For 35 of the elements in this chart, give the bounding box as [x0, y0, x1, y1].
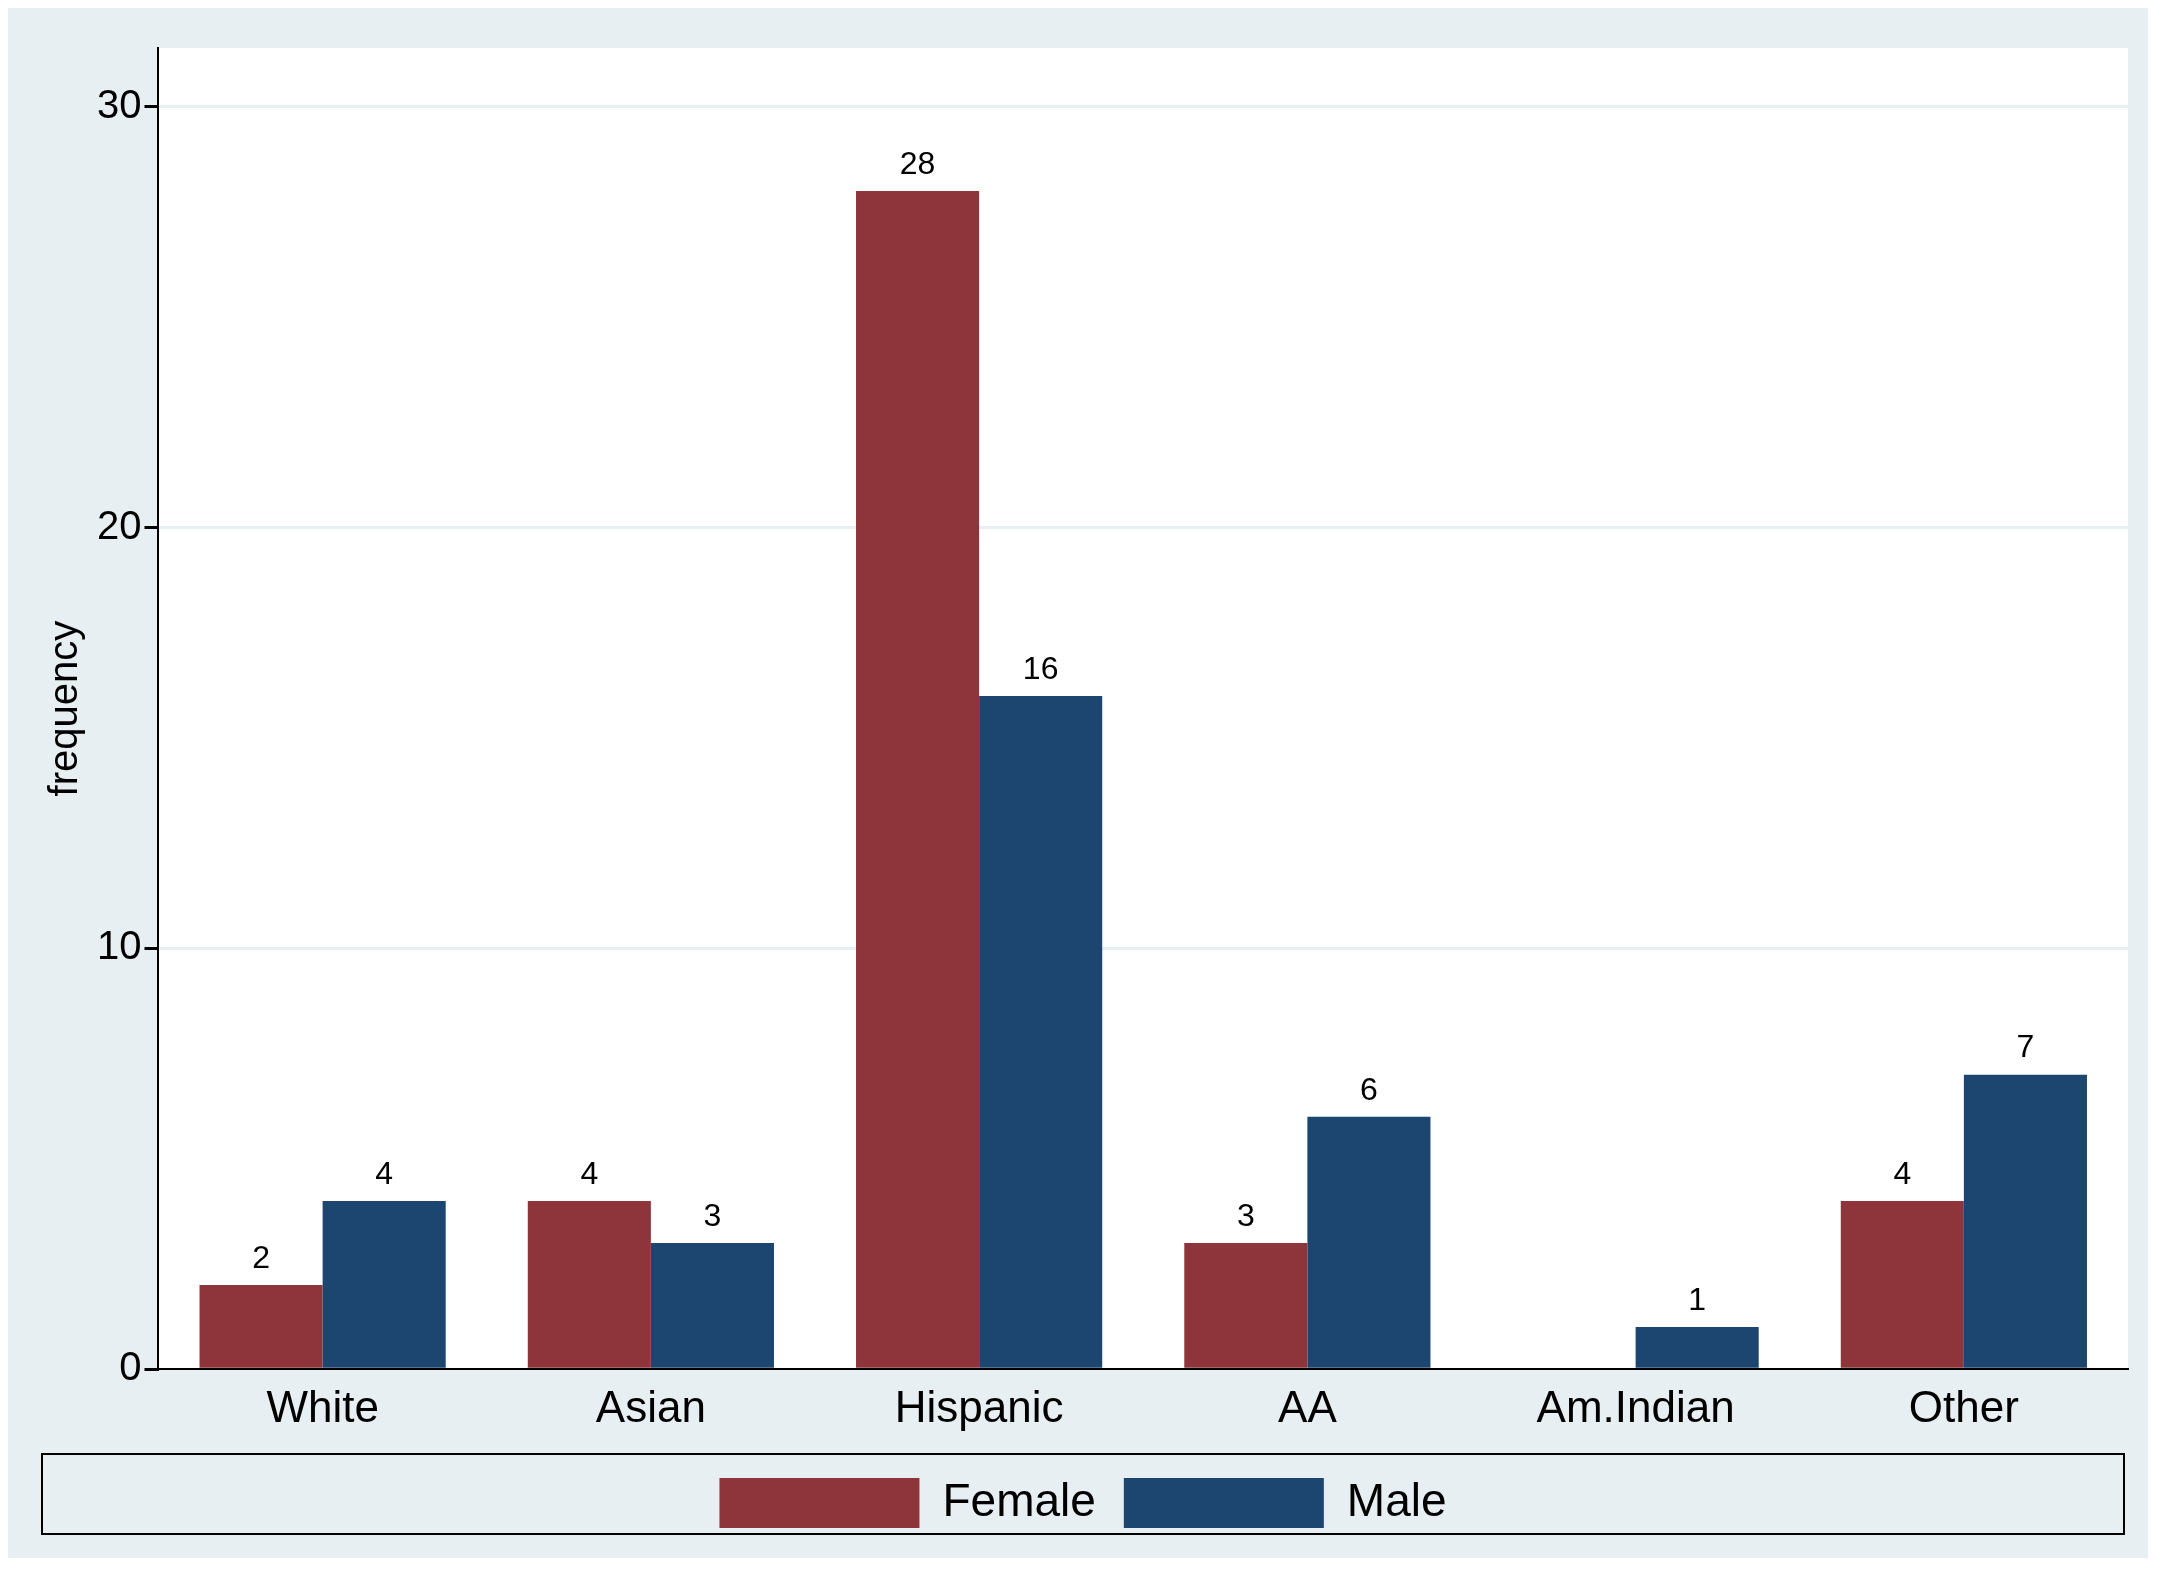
x-tick-label: Other: [1908, 1381, 2019, 1431]
x-tick-label: White: [266, 1381, 379, 1431]
data-label: 6: [1360, 1070, 1378, 1107]
y-tick-label: 10: [96, 923, 142, 968]
y-axis-title: frequency: [41, 620, 86, 797]
bar: [1184, 1242, 1308, 1368]
legend-label: Male: [1346, 1473, 1447, 1526]
bar: [1963, 1074, 2087, 1368]
bar: [979, 695, 1103, 1368]
y-tick-label: 20: [96, 502, 142, 547]
data-label: 1: [1688, 1280, 1707, 1317]
data-label: 4: [1893, 1154, 1912, 1191]
x-tick-label: Asian: [595, 1381, 706, 1431]
data-label: 28: [899, 144, 936, 181]
bar: [1840, 1200, 1964, 1368]
bar: [650, 1242, 774, 1368]
bar: [199, 1285, 323, 1368]
bar: [322, 1200, 446, 1368]
x-tick-label: AA: [1278, 1381, 1338, 1431]
legend-label: Female: [942, 1473, 1096, 1526]
data-label: 4: [580, 1154, 599, 1191]
data-label: 7: [2016, 1028, 2035, 1065]
data-label: 4: [375, 1154, 394, 1191]
y-tick-label: 30: [96, 81, 142, 126]
bar: [856, 191, 980, 1368]
data-label: 3: [703, 1196, 722, 1233]
data-label: 2: [252, 1238, 270, 1275]
bar: [1635, 1327, 1759, 1368]
x-tick-label: Hispanic: [894, 1381, 1064, 1431]
bar: [1307, 1116, 1431, 1368]
data-label: 3: [1236, 1196, 1255, 1233]
y-tick-label: 0: [119, 1344, 142, 1389]
x-tick-label: Am.Indian: [1536, 1381, 1735, 1431]
data-label: 16: [1022, 649, 1059, 686]
bar: [527, 1200, 651, 1368]
